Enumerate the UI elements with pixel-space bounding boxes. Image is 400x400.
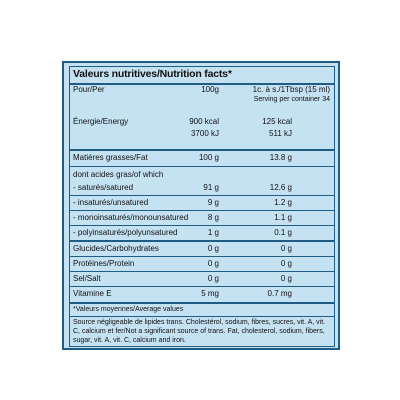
nutrient-label: Matières grasses/Fat [73, 153, 148, 162]
serving-tbsp: 1c. à s./1Tbsp (15 ml) [252, 85, 330, 94]
nutrient-value-100g: 100 g [198, 153, 219, 162]
nutrient-value-tbsp: 0 g [280, 259, 292, 268]
nutrient-label: Protéines/Protein [73, 259, 135, 268]
nutrient-label: Vitamine E [73, 289, 112, 298]
divider [70, 271, 334, 272]
nutrient-value-tbsp: 1.1 g [274, 213, 292, 222]
energy-kj-100g: 3700 kJ [190, 129, 219, 138]
servings-per-container: Serving per container 34 [253, 96, 330, 103]
nutrient-value-tbsp: 12.6 g [269, 183, 292, 192]
nutrient-label: - polyinsaturés/polyunsatured [73, 228, 178, 237]
nutrient-value-100g: 0 g [207, 274, 219, 283]
energy-kcal-100g: 900 kcal [189, 117, 219, 126]
energy-label: Énergie/Energy [73, 117, 129, 126]
nutrient-value-100g: 0 g [207, 244, 219, 253]
nutrient-label: dont acides gras/of which [73, 170, 164, 179]
nutrient-value-tbsp: 0 g [280, 274, 292, 283]
nutrient-label: Glucides/Carbohydrates [73, 244, 159, 253]
divider [70, 240, 334, 242]
per-label: Pour/Per [73, 85, 105, 94]
nutrient-value-100g: 8 g [207, 213, 219, 222]
nutrient-value-tbsp: 13.8 g [269, 153, 292, 162]
footnote-average-values: *Valeurs moyennes/Average values [73, 306, 184, 313]
divider [70, 286, 334, 287]
nutrient-value-tbsp: 1.2 g [274, 198, 292, 207]
nutrition-title: Valeurs nutritives/Nutrition facts* [73, 68, 232, 80]
nutrient-label: - saturés/satured [73, 183, 134, 192]
divider [70, 195, 334, 196]
nutrition-facts-panel: Valeurs nutritives/Nutrition facts* Pour… [62, 61, 340, 350]
nutrient-value-tbsp: 0.7 mg [267, 289, 292, 298]
nutrient-value-tbsp: 0.1 g [274, 228, 292, 237]
divider [70, 225, 334, 226]
serving-100g: 100g [201, 85, 219, 94]
nutrient-label: - monoinsaturés/monounsatured [73, 213, 189, 222]
nutrition-table: Valeurs nutritives/Nutrition facts* Pour… [69, 66, 335, 347]
footnote-source-statement: Source négligeable de lipides trans. Cho… [73, 319, 326, 344]
nutrient-value-100g: 5 mg [201, 289, 219, 298]
nutrient-value-100g: 9 g [207, 198, 219, 207]
divider [70, 316, 334, 317]
energy-kj-tbsp: 511 kJ [269, 129, 292, 138]
nutrient-label: - insaturés/unsatured [73, 198, 149, 207]
nutrient-value-tbsp: 0 g [280, 244, 292, 253]
divider [70, 302, 334, 304]
nutrient-label: Sel/Salt [73, 274, 101, 283]
energy-kcal-tbsp: 125 kcal [262, 117, 292, 126]
divider [70, 83, 334, 85]
divider [70, 149, 334, 151]
divider [70, 210, 334, 211]
divider [70, 166, 334, 167]
nutrient-value-100g: 1 g [207, 228, 219, 237]
nutrient-value-100g: 0 g [207, 259, 219, 268]
nutrient-value-100g: 91 g [203, 183, 219, 192]
divider [70, 256, 334, 257]
